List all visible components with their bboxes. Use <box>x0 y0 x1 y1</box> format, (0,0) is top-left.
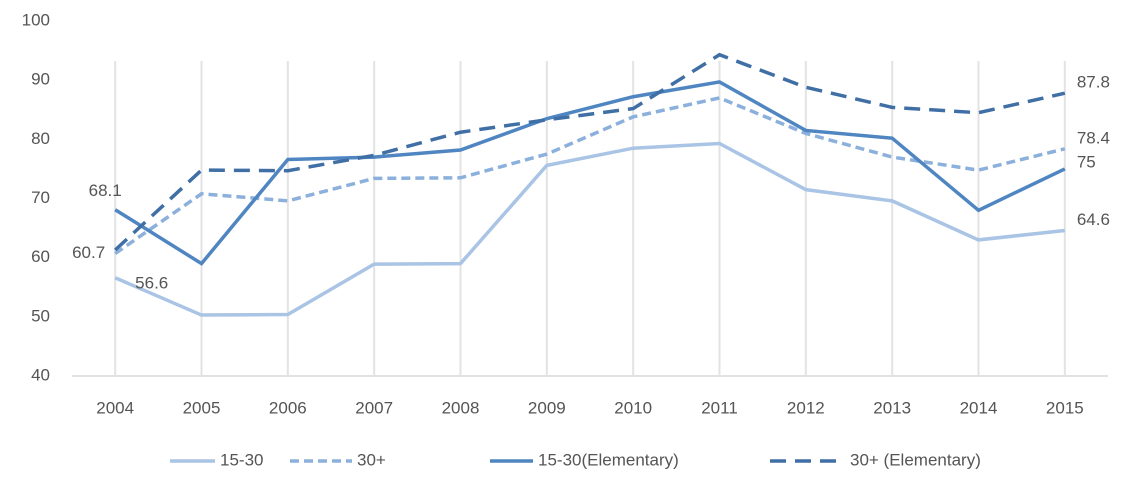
series-line <box>114 96 1066 255</box>
legend-label: 30+ (Elementary) <box>850 450 981 469</box>
y-tick-label: 60 <box>31 247 50 266</box>
x-tick-label: 2009 <box>528 398 566 417</box>
series-line <box>113 52 1066 252</box>
data-label: 78.4 <box>1077 128 1110 147</box>
series-line <box>114 80 1066 266</box>
data-label: 56.6 <box>135 273 168 292</box>
y-tick-label: 50 <box>31 306 50 325</box>
x-tick-label: 2014 <box>960 398 998 417</box>
y-tick-label: 70 <box>31 188 50 207</box>
x-tick-label: 2012 <box>787 398 825 417</box>
x-tick-label: 2006 <box>269 398 307 417</box>
y-tick-label: 90 <box>31 70 50 89</box>
x-tick-label: 2004 <box>96 398 134 417</box>
series-line <box>114 141 1066 317</box>
y-tick-label: 100 <box>22 10 50 29</box>
x-tick-label: 2010 <box>614 398 652 417</box>
x-tick-label: 2013 <box>873 398 911 417</box>
x-tick-label: 2005 <box>183 398 221 417</box>
x-tick-label: 2011 <box>701 398 738 417</box>
y-tick-label: 80 <box>31 129 50 148</box>
data-label: 75 <box>1077 152 1096 171</box>
data-label: 87.8 <box>1077 73 1110 92</box>
data-label: 64.6 <box>1077 210 1110 229</box>
legend-label: 15-30(Elementary) <box>538 450 679 469</box>
x-tick-label: 2007 <box>355 398 393 417</box>
x-tick-label: 2008 <box>442 398 480 417</box>
data-label: 60.7 <box>72 243 105 262</box>
legend-label: 30+ <box>357 450 386 469</box>
x-tick-label: 2015 <box>1046 398 1084 417</box>
data-label: 68.1 <box>89 181 122 200</box>
legend-label: 15-30 <box>220 450 263 469</box>
y-tick-label: 40 <box>31 365 50 384</box>
